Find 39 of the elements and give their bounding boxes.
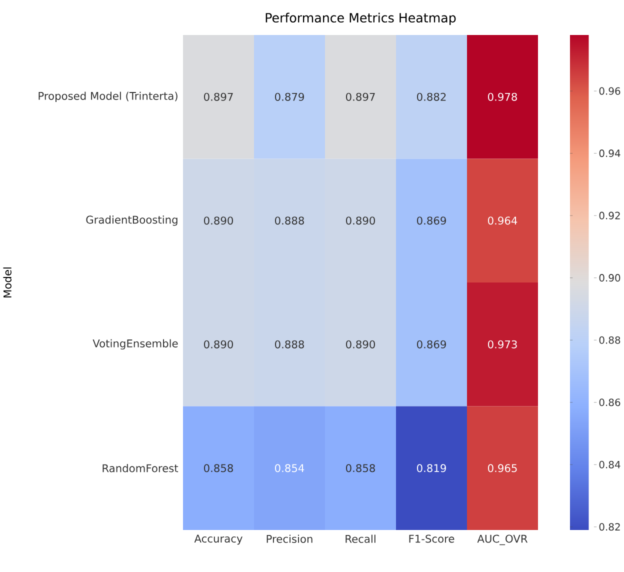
data-label: 0.888 — [274, 216, 304, 225]
color-bar-label: 0.92 — [599, 212, 620, 220]
data-label: 0.882 — [416, 92, 446, 101]
data-label: 0.978 — [488, 92, 517, 101]
x-tick-label: Recall — [346, 534, 376, 543]
data-label: 0.897 — [204, 92, 233, 101]
y-tick-label: Proposed Model (Trinterta) — [38, 92, 178, 102]
data-label: 0.869 — [416, 340, 446, 348]
y-tick-label: RandomForest — [102, 464, 178, 472]
color-bar-label: 0.90 — [599, 274, 620, 282]
color-bar-label: 0.88 — [599, 336, 620, 344]
chart-title: Performance Metrics Heatmap — [266, 12, 456, 25]
data-label: 0.897 — [346, 92, 375, 101]
data-label: 0.964 — [488, 216, 518, 225]
data-label: 0.890 — [204, 216, 234, 225]
x-tick-label: F1-Score — [409, 534, 454, 543]
data-label: 0.858 — [204, 464, 233, 472]
y-tick-label: GradientBoosting — [86, 216, 178, 226]
color-bar-label: 0.96 — [599, 87, 620, 95]
y-tick-label: VotingEnsemble — [92, 339, 178, 350]
data-label: 0.869 — [416, 216, 446, 225]
y-axis-title: Model — [3, 268, 12, 298]
data-label: 0.879 — [274, 92, 304, 101]
data-label: 0.965 — [488, 464, 517, 472]
data-label: 0.890 — [346, 216, 376, 225]
x-tick-label: Accuracy — [194, 534, 242, 545]
data-label: 0.888 — [274, 340, 304, 348]
color-bar-label: 0.82 — [599, 523, 620, 531]
x-tick-label: Precision — [266, 534, 312, 543]
data-label: 0.819 — [416, 464, 446, 472]
color-bar-label: 0.94 — [599, 150, 620, 158]
data-label: 0.890 — [346, 340, 376, 348]
data-label: 0.858 — [346, 464, 375, 472]
data-label: 0.890 — [204, 340, 234, 348]
data-label: 0.973 — [488, 340, 517, 348]
color-bar-label: 0.84 — [599, 460, 620, 468]
color-bar-label: 0.86 — [599, 398, 620, 406]
data-label: 0.854 — [274, 464, 304, 472]
x-tick-label: AUC_OVR — [477, 534, 528, 546]
